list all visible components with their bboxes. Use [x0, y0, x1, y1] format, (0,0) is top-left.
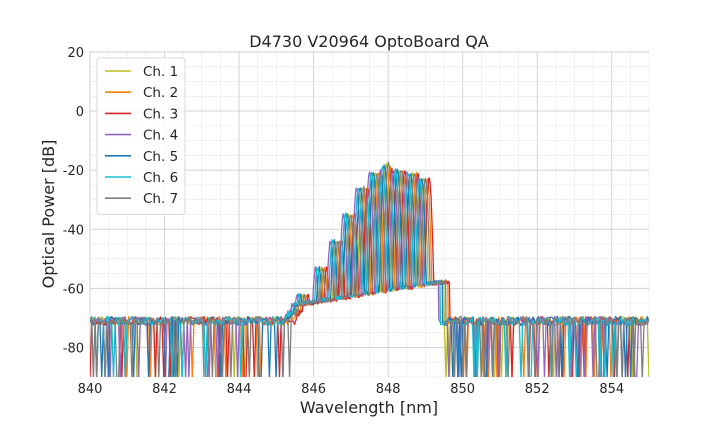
legend-label: Ch. 5: [143, 149, 178, 165]
x-axis-ticks: 840 842 844 846 848 850 852 854: [78, 382, 625, 397]
x-tick-label: 846: [301, 382, 326, 397]
x-tick-label: 844: [227, 382, 252, 397]
x-tick-label: 850: [450, 382, 475, 397]
legend-label: Ch. 6: [143, 170, 178, 186]
y-axis-label: Optical Power [dB]: [39, 140, 58, 289]
series-lines: [90, 161, 649, 377]
x-tick-label: 852: [525, 382, 550, 397]
x-tick-label: 848: [376, 382, 401, 397]
x-axis-label: Wavelength [nm]: [300, 398, 438, 417]
y-tick-label: -60: [63, 282, 84, 297]
legend-label: Ch. 2: [143, 85, 178, 101]
x-tick-label: 854: [599, 382, 624, 397]
legend-frame: [96, 57, 186, 215]
legend-label: Ch. 1: [143, 64, 178, 80]
legend-label: Ch. 3: [143, 106, 178, 122]
x-tick-label: 840: [78, 382, 103, 397]
legend: Ch. 1 Ch. 2 Ch. 3 Ch. 4 Ch. 5 Ch. 6 Ch. 7: [96, 57, 186, 215]
y-tick-label: 20: [67, 46, 84, 61]
legend-label: Ch. 4: [143, 128, 178, 144]
y-tick-label: 0: [76, 105, 84, 120]
y-axis-ticks: -80 -60 -40 -20 0 20: [63, 46, 84, 356]
series-line-ch6: [90, 166, 649, 377]
y-tick-label: -80: [63, 341, 84, 356]
chart-title: D4730 V20964 OptoBoard QA: [249, 32, 489, 51]
legend-label: Ch. 7: [143, 191, 178, 207]
x-tick-label: 842: [152, 382, 177, 397]
y-tick-label: -40: [63, 223, 84, 238]
y-tick-label: -20: [63, 164, 84, 179]
series-line-ch7: [90, 161, 649, 377]
